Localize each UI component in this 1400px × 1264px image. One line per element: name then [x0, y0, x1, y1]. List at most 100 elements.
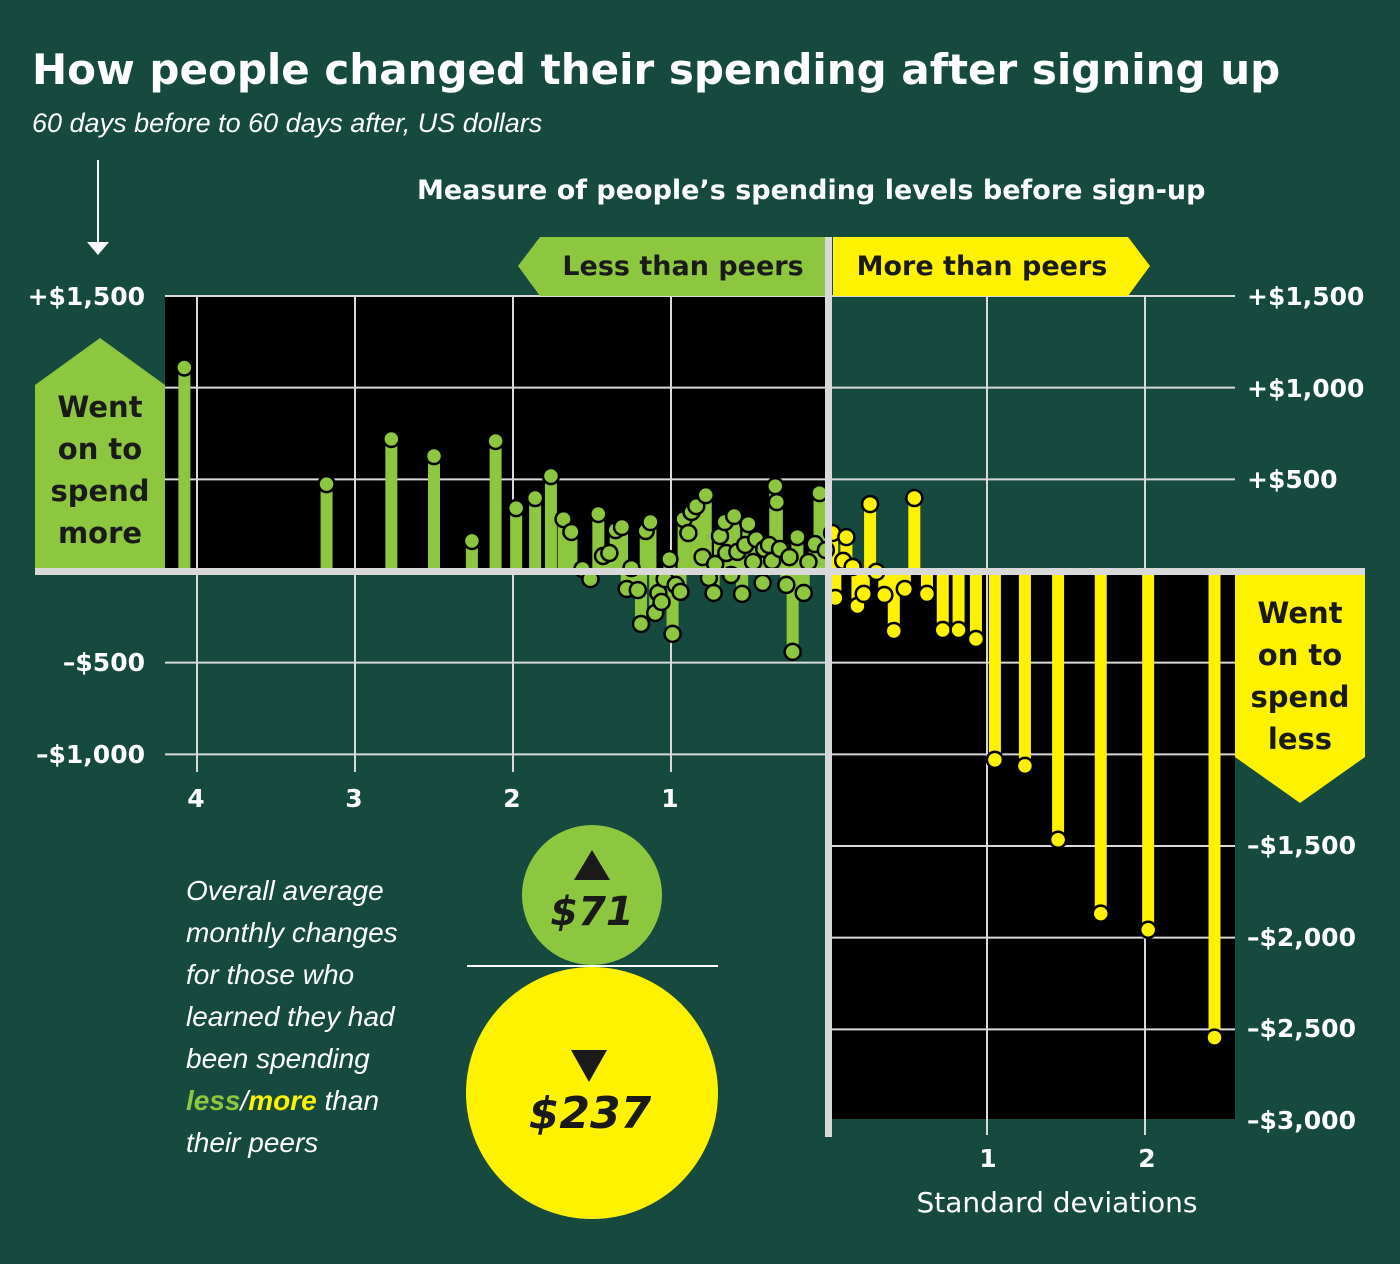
- summary-note: Overall average monthly changes for thos…: [186, 875, 398, 1158]
- data-point: [1138, 920, 1158, 940]
- summary-line: Overall average: [186, 875, 384, 906]
- chart-title: How people changed their spending after …: [32, 45, 1280, 94]
- data-point: [766, 476, 785, 496]
- x-tick-label: 2: [503, 784, 520, 813]
- data-point: [933, 620, 953, 640]
- summary-more-value: $237: [529, 1088, 652, 1139]
- data-point: [631, 614, 651, 634]
- summary-line: less/more than: [186, 1085, 379, 1116]
- y-tick-label: –$1,000: [36, 740, 145, 769]
- y-tick-label: +$1,500: [28, 282, 145, 311]
- data-point: [1091, 904, 1111, 923]
- data-point: [671, 582, 690, 602]
- y-tick-label: –$2,000: [1247, 923, 1356, 952]
- y-tick-label: –$2,500: [1247, 1014, 1356, 1043]
- data-point: [1048, 830, 1068, 850]
- side-label-more-line: Went: [57, 390, 142, 424]
- banner-more-label: More than peers: [857, 251, 1108, 282]
- data-point: [753, 573, 772, 593]
- data-point: [966, 629, 986, 649]
- summary-more-badge: $237: [466, 967, 718, 1219]
- data-point: [724, 506, 744, 526]
- data-point: [554, 509, 573, 529]
- lollipop-stem: [1208, 571, 1221, 1038]
- data-point: [589, 504, 608, 524]
- lollipop-stem: [1094, 571, 1107, 914]
- data-point: [949, 620, 968, 640]
- lollipop-stem: [510, 508, 523, 571]
- banner-more-than-peers: More than peers: [833, 237, 1150, 296]
- x-axis-label: Standard deviations: [916, 1186, 1197, 1219]
- data-point: [739, 514, 758, 534]
- data-point: [905, 488, 924, 508]
- side-label-less-line: Went: [1257, 596, 1342, 630]
- data-point: [895, 579, 915, 599]
- data-point: [660, 549, 679, 569]
- side-label-less-line: on to: [1258, 638, 1342, 672]
- banner-less-than-peers: Less than peers: [518, 237, 828, 296]
- x-tick-label: 4: [187, 784, 204, 813]
- lollipop-stem: [864, 504, 877, 571]
- data-point: [1015, 756, 1035, 776]
- data-point: [799, 552, 818, 572]
- summary-line: learned they had: [186, 1001, 396, 1032]
- y-tick-label: –$3,000: [1247, 1106, 1356, 1135]
- top-axis-label: Measure of people’s spending levels befo…: [417, 175, 1205, 206]
- lollipop-stem: [908, 498, 921, 571]
- banner-less-label: Less than peers: [562, 251, 803, 282]
- data-point: [696, 485, 716, 505]
- lollipop-stem: [178, 367, 191, 571]
- data-point: [562, 522, 581, 542]
- data-point: [875, 585, 894, 605]
- data-point: [525, 488, 545, 508]
- lollipop-stem: [489, 441, 502, 571]
- data-point: [837, 527, 856, 547]
- group-divider: [825, 237, 832, 1137]
- summary-more-word: more: [248, 1085, 316, 1116]
- data-point: [1205, 1028, 1224, 1047]
- lollipop-stem: [988, 571, 1001, 760]
- data-point: [612, 517, 632, 537]
- data-point: [704, 583, 723, 603]
- summary-than: than: [317, 1085, 379, 1116]
- summary-line: their peers: [186, 1127, 318, 1158]
- lollipop-stem: [952, 571, 965, 631]
- summary-less-badge: $71: [522, 825, 662, 965]
- y-tick-label: +$1,500: [1247, 282, 1364, 311]
- data-point: [541, 466, 561, 486]
- data-point: [175, 358, 194, 377]
- lollipop-stem: [1052, 571, 1065, 840]
- lollipop-stem: [320, 484, 333, 571]
- lollipop-stem: [565, 531, 578, 571]
- side-label-more-line: on to: [58, 432, 142, 466]
- chart-subtitle: 60 days before to 60 days after, US doll…: [32, 108, 542, 138]
- data-point: [641, 512, 660, 532]
- y-tick-label: +$500: [1247, 465, 1338, 494]
- data-point: [663, 624, 682, 644]
- summary-less-word: less: [186, 1085, 241, 1116]
- data-point: [860, 494, 880, 514]
- data-point: [506, 498, 526, 518]
- data-point: [462, 531, 482, 551]
- zero-line: [35, 568, 1365, 575]
- data-point: [783, 642, 802, 662]
- side-label-less-line: less: [1268, 722, 1332, 756]
- data-point: [732, 584, 752, 604]
- data-point: [794, 583, 813, 603]
- data-point: [628, 580, 648, 600]
- summary-slash: /: [239, 1085, 252, 1116]
- data-marks: [175, 358, 1224, 1047]
- lollipop-stem: [936, 571, 949, 631]
- data-point: [424, 446, 444, 466]
- summary-line: monthly changes: [186, 917, 398, 948]
- data-point: [486, 431, 505, 451]
- data-point: [985, 750, 1005, 770]
- data-point: [317, 474, 336, 494]
- x-tick-label: 3: [345, 784, 362, 813]
- x-tick-label: 1: [979, 1144, 996, 1173]
- data-point: [382, 429, 401, 449]
- x-tick-label: 1: [661, 784, 678, 813]
- summary-less-value: $71: [550, 889, 634, 935]
- data-point: [788, 527, 807, 547]
- summary-line: been spending: [186, 1043, 370, 1074]
